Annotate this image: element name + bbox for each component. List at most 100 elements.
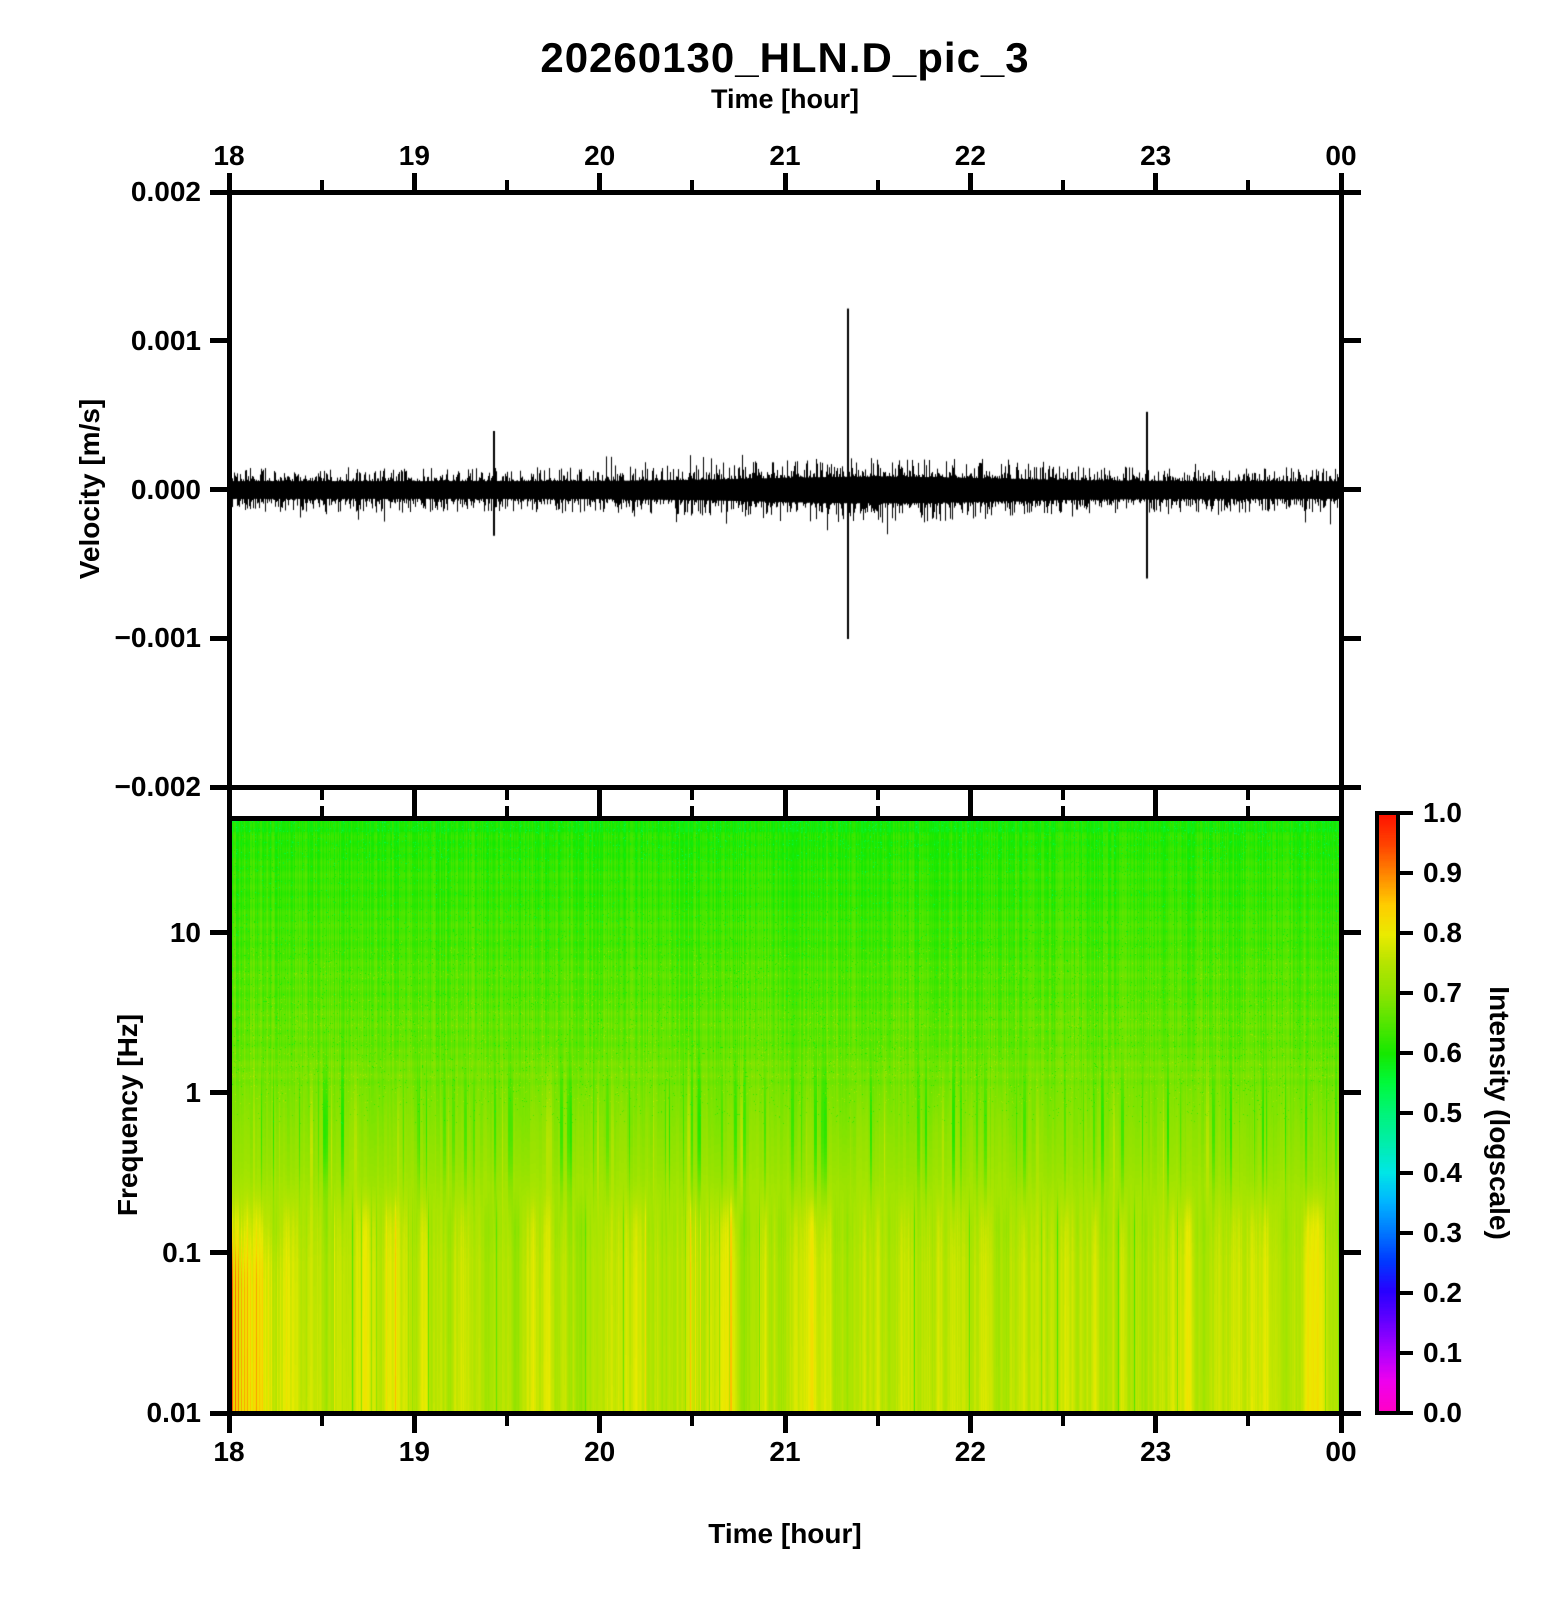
top-x-tick-label: 21 xyxy=(769,140,801,171)
velocity-tick-label: −0.001 xyxy=(114,622,201,654)
spec-bottom-minor-tick xyxy=(1246,1415,1251,1426)
spec-bottom-minor-tick xyxy=(319,1415,324,1426)
wave-top-major-tick xyxy=(226,172,232,190)
spec-right-tick xyxy=(1343,1250,1361,1256)
wave-bottom-major-tick xyxy=(1338,789,1344,807)
colorbar-tick-label: 0.8 xyxy=(1423,917,1462,948)
spec-left-tick xyxy=(209,930,227,936)
figure-title: 20260130_HLN.D_pic_3 xyxy=(540,34,1030,81)
frequency-tick-label: 0.1 xyxy=(162,1236,201,1268)
colorbar-tick xyxy=(1400,811,1413,815)
colorbar-tick-label: 0.3 xyxy=(1423,1217,1462,1248)
colorbar-tick xyxy=(1400,1351,1413,1355)
colorbar-tick xyxy=(1400,1291,1413,1295)
wave-top-minor-tick xyxy=(319,179,324,190)
frequency-tick-label: 10 xyxy=(169,916,201,948)
spec-left-tick xyxy=(209,1090,227,1096)
colorbar-tick xyxy=(1400,1051,1413,1055)
spectrogram-plot-area xyxy=(226,815,1344,1416)
velocity-tick-label: 0.000 xyxy=(130,473,201,505)
colorbar xyxy=(1375,811,1400,1415)
bottom-x-tick-label: 19 xyxy=(398,1436,430,1467)
spec-top-minor-tick xyxy=(875,805,880,816)
bottom-time-axis-title: Time [hour] xyxy=(708,1518,862,1549)
wave-bottom-minor-tick xyxy=(319,789,324,800)
spec-bottom-minor-tick xyxy=(875,1415,880,1426)
spec-top-major-tick xyxy=(226,798,232,816)
seismogram-plot-area xyxy=(226,189,1344,790)
spec-top-minor-tick xyxy=(1246,805,1251,816)
wave-right-tick xyxy=(1343,635,1361,641)
top-x-tick-label: 00 xyxy=(1325,140,1357,171)
spec-top-major-tick xyxy=(597,798,603,816)
top-x-tick-label: 18 xyxy=(213,140,245,171)
colorbar-gradient-canvas xyxy=(1379,815,1396,1411)
spec-top-major-tick xyxy=(411,798,417,816)
velocity-tick-label: −0.002 xyxy=(114,771,201,802)
spec-top-major-tick xyxy=(1153,798,1159,816)
bottom-x-tick-label: 23 xyxy=(1140,1436,1172,1467)
wave-right-tick xyxy=(1343,487,1361,492)
wave-top-major-tick xyxy=(597,172,603,190)
wave-top-minor-tick xyxy=(505,179,509,190)
bottom-x-tick-label: 22 xyxy=(954,1436,986,1467)
wave-bottom-minor-tick xyxy=(875,789,880,800)
spec-bottom-minor-tick xyxy=(1061,1415,1065,1426)
spec-bottom-minor-tick xyxy=(690,1415,695,1426)
wave-top-major-tick xyxy=(782,172,788,190)
wave-left-tick xyxy=(209,784,227,790)
velocity-tick-label: 0.002 xyxy=(130,176,201,207)
spec-top-minor-tick xyxy=(319,805,324,816)
wave-bottom-major-tick xyxy=(1153,789,1159,807)
colorbar-tick xyxy=(1400,1111,1413,1115)
velocity-tick-label: 0.001 xyxy=(130,324,201,356)
wave-left-tick xyxy=(209,487,227,492)
spec-top-minor-tick xyxy=(1061,805,1065,816)
wave-top-minor-tick xyxy=(1061,179,1065,190)
colorbar-tick-label: 0.6 xyxy=(1423,1037,1462,1068)
spec-bottom-minor-tick xyxy=(505,1415,509,1426)
wave-left-tick xyxy=(209,338,227,344)
wave-right-tick xyxy=(1343,784,1361,790)
spec-bottom-major-tick xyxy=(597,1415,603,1433)
spec-top-minor-tick xyxy=(690,805,695,816)
colorbar-tick-label: 0.4 xyxy=(1423,1157,1462,1188)
wave-bottom-minor-tick xyxy=(690,789,695,800)
frequency-tick-label: 1 xyxy=(185,1076,201,1108)
seismogram-trace-canvas xyxy=(231,194,1339,785)
top-x-tick-label: 20 xyxy=(584,140,616,171)
spec-bottom-major-tick xyxy=(226,1415,232,1433)
spec-left-tick xyxy=(209,1410,227,1416)
spec-top-minor-tick xyxy=(505,805,509,816)
wave-bottom-minor-tick xyxy=(505,789,509,800)
bottom-x-tick-label: 20 xyxy=(584,1436,616,1467)
colorbar-tick-label: 0.1 xyxy=(1423,1337,1462,1368)
wave-top-minor-tick xyxy=(875,179,880,190)
wave-right-tick xyxy=(1343,338,1361,344)
wave-bottom-minor-tick xyxy=(1246,789,1251,800)
spectrogram-heatmap-canvas xyxy=(231,820,1339,1411)
spec-right-tick xyxy=(1343,1090,1361,1096)
spec-right-tick xyxy=(1343,1410,1361,1416)
top-x-tick-label: 23 xyxy=(1140,140,1172,171)
bottom-x-tick-label: 21 xyxy=(769,1436,801,1467)
wave-left-tick xyxy=(209,635,227,641)
wave-right-tick xyxy=(1343,189,1361,195)
frequency-tick-label: 0.01 xyxy=(146,1397,202,1428)
frequency-axis-label: Frequency [Hz] xyxy=(112,1013,143,1217)
wave-bottom-major-tick xyxy=(597,789,603,807)
colorbar-tick-label: 1.0 xyxy=(1423,797,1462,828)
spec-top-major-tick xyxy=(1338,798,1344,816)
colorbar-tick-label: 0.5 xyxy=(1423,1097,1462,1128)
spec-top-major-tick xyxy=(967,798,973,816)
spec-bottom-major-tick xyxy=(1153,1415,1159,1433)
bottom-x-tick-label: 00 xyxy=(1325,1436,1357,1467)
wave-top-major-tick xyxy=(967,172,973,190)
top-x-tick-label: 22 xyxy=(954,140,986,171)
wave-bottom-major-tick xyxy=(226,789,232,807)
colorbar-tick-label: 0.2 xyxy=(1423,1277,1462,1308)
wave-bottom-major-tick xyxy=(782,789,788,807)
bottom-x-tick-label: 18 xyxy=(213,1436,245,1467)
spec-bottom-major-tick xyxy=(967,1415,973,1433)
